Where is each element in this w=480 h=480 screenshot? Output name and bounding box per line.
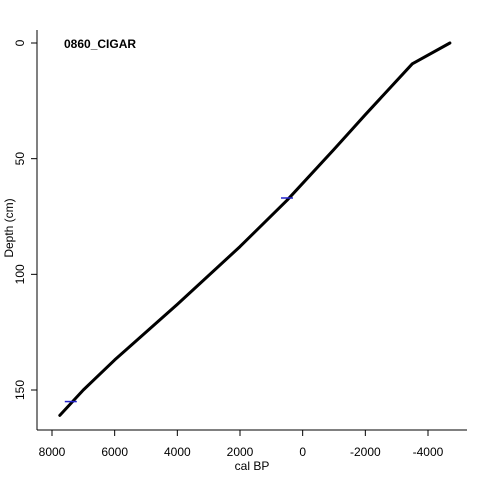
- series-line: [58, 41, 452, 417]
- y-tick-label: 50: [13, 152, 27, 166]
- dated-levels: [64, 197, 293, 403]
- y-axis-title: Depth (cm): [2, 198, 16, 257]
- chart-title: 0860_CIGAR: [64, 37, 136, 51]
- y-tick-label: 150: [13, 380, 27, 400]
- x-tick-label: 0: [299, 445, 306, 459]
- x-tick-label: 6000: [101, 445, 128, 459]
- x-axis-title: cal BP: [235, 459, 270, 473]
- age-depth-curve: [58, 41, 452, 417]
- x-tick-label: 2000: [227, 445, 254, 459]
- x-axis-ticks: 8000 6000 4000 2000 0 -2000 -4000: [39, 430, 444, 459]
- y-tick-label: 0: [13, 39, 27, 46]
- y-axis-ticks: 0 50 100 150: [13, 39, 37, 400]
- x-tick-label: -4000: [413, 445, 444, 459]
- x-tick-label: 4000: [164, 445, 191, 459]
- x-tick-label: -2000: [350, 445, 381, 459]
- y-tick-label: 100: [13, 264, 27, 284]
- x-tick-label: 8000: [39, 445, 66, 459]
